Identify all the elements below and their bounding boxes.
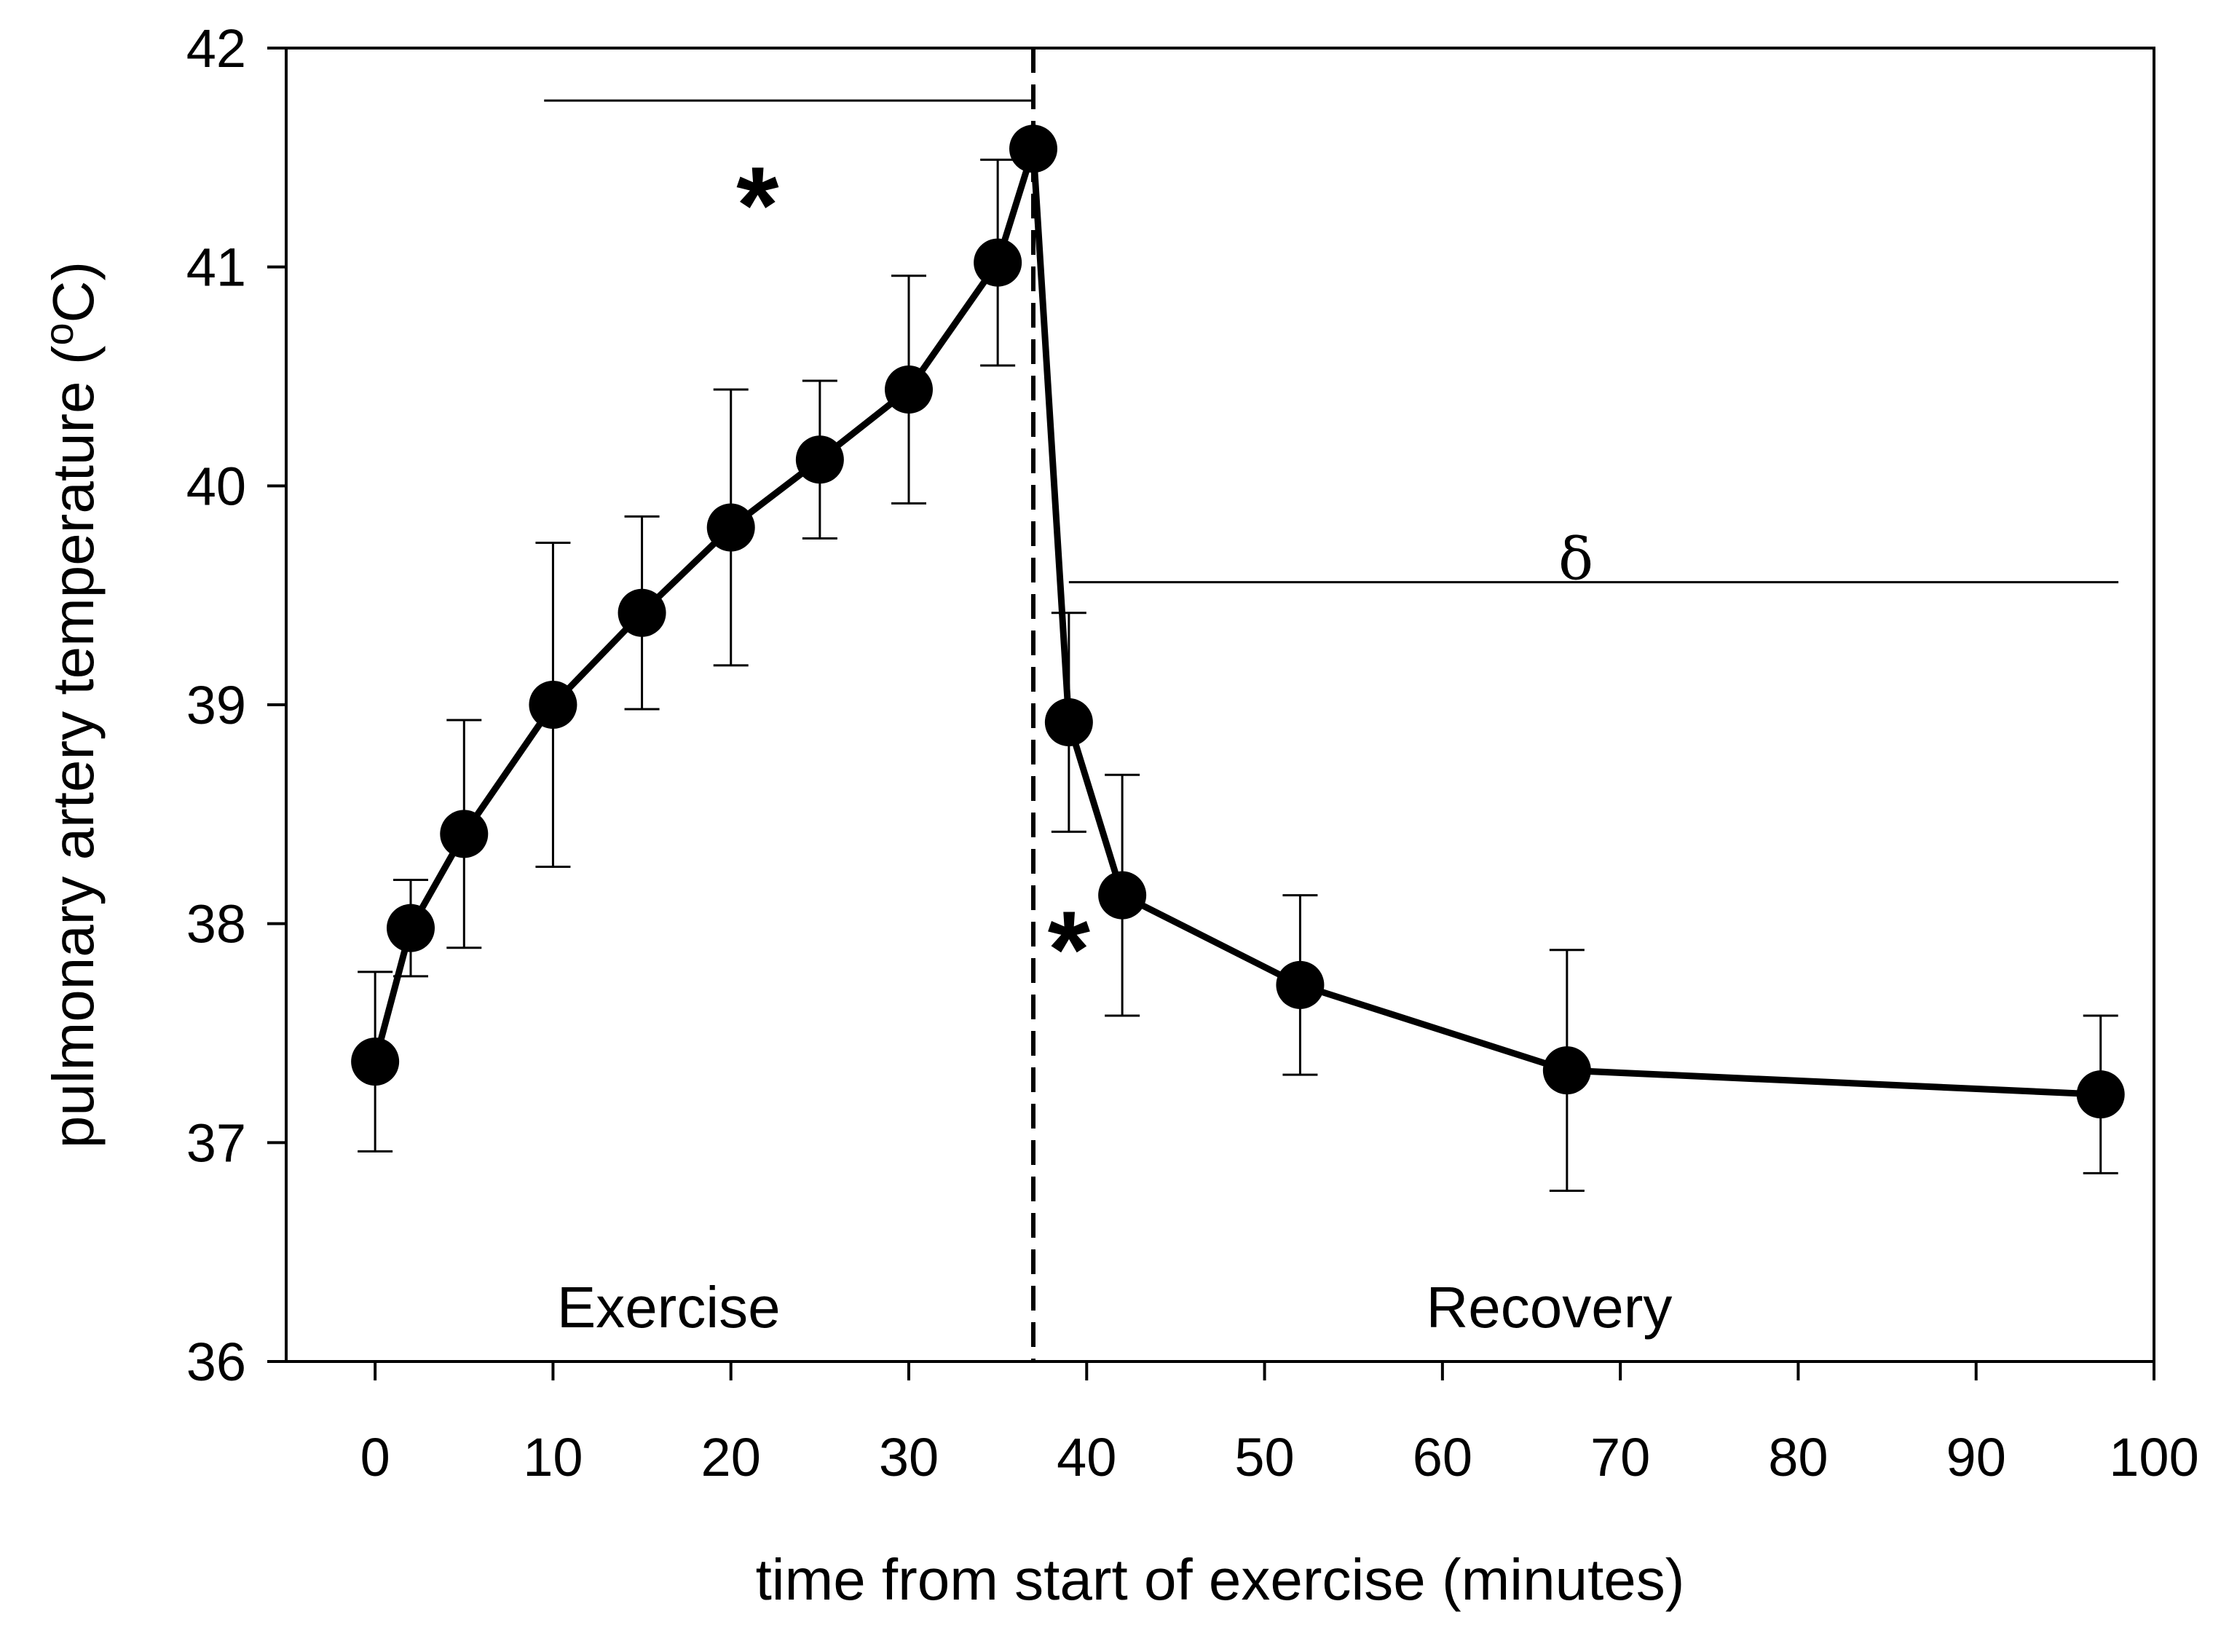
x-axis-title: time from start of exercise (minutes)	[756, 1547, 1685, 1612]
data-point	[1009, 125, 1057, 173]
x-tick-label: 10	[523, 1427, 583, 1487]
y-axis-title-unit: C)	[41, 261, 106, 323]
annotation-layer	[544, 48, 2119, 1361]
data-point	[795, 435, 844, 484]
y-tick-label: 39	[186, 675, 246, 735]
data-point	[1044, 698, 1093, 747]
data-point	[2076, 1070, 2125, 1119]
y-tick-label: 37	[186, 1112, 246, 1173]
data-point	[618, 588, 666, 637]
region-label-recovery: Recovery	[1426, 1275, 1672, 1340]
data-point	[1098, 871, 1147, 920]
y-tick-label: 40	[186, 456, 246, 516]
y-axis-title-superscript: o	[36, 323, 82, 345]
y-tick-label: 38	[186, 894, 246, 955]
data-point	[974, 238, 1022, 287]
x-tick-label: 70	[1590, 1427, 1650, 1487]
data-point	[440, 810, 489, 858]
delta-symbol: δ	[1558, 526, 1593, 593]
data-point	[387, 904, 435, 952]
x-tick-label: 60	[1413, 1427, 1472, 1487]
x-tick-label: 30	[879, 1427, 939, 1487]
y-tick-label: 41	[186, 237, 246, 298]
asterisk-symbol: *	[1048, 888, 1091, 1011]
x-tick-label: 100	[2109, 1427, 2198, 1487]
y-axis-title: pulmonary artery temperature (oC)	[36, 261, 106, 1148]
y-tick-label: 42	[186, 18, 246, 79]
x-tick-label: 90	[1946, 1427, 2006, 1487]
region-label-exercise: Exercise	[557, 1275, 781, 1340]
text-layer: 36 37 38 39 40 41 42 0 10 20 30 40 50 60 70 80 90 100 Exer…	[186, 18, 2199, 1487]
x-tick-label: 50	[1234, 1427, 1294, 1487]
data-point	[1276, 960, 1325, 1009]
y-axis-title-main: pulmonary artery temperature (	[41, 345, 106, 1148]
x-tick-label: 40	[1057, 1427, 1116, 1487]
data-point	[706, 503, 755, 552]
x-tick-label: 80	[1768, 1427, 1828, 1487]
data-point	[885, 365, 933, 414]
x-tick-label: 0	[360, 1427, 390, 1487]
y-tick-label: 36	[186, 1332, 246, 1392]
data-point	[351, 1038, 400, 1086]
data-point	[1542, 1046, 1591, 1095]
plot-frame	[285, 47, 2155, 1363]
data-point	[529, 681, 577, 729]
asterisk-symbol: *	[736, 143, 779, 266]
axes-layer	[267, 47, 2155, 1380]
x-tick-label: 20	[701, 1427, 761, 1487]
data-point-layer	[351, 125, 2125, 1119]
